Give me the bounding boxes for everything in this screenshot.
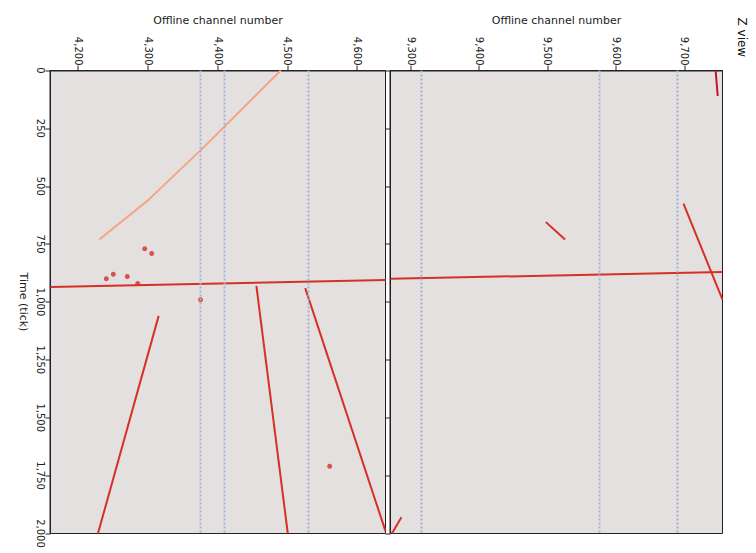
svg-text:4,200: 4,200: [72, 36, 83, 65]
svg-text:9,600: 9,600: [610, 36, 621, 65]
svg-text:Time (tick): Time (tick): [16, 271, 29, 331]
svg-text:9,500: 9,500: [542, 36, 553, 65]
svg-text:Offline channel number: Offline channel number: [153, 13, 283, 26]
svg-text:9,400: 9,400: [473, 36, 484, 65]
svg-text:1,750: 1,750: [35, 461, 46, 490]
svg-text:Z view: Z view: [734, 17, 748, 57]
svg-text:0: 0: [35, 67, 46, 73]
svg-text:Offline channel number: Offline channel number: [491, 13, 621, 26]
svg-text:9,300: 9,300: [405, 36, 416, 65]
svg-text:2,000: 2,000: [35, 519, 46, 548]
svg-text:4,300: 4,300: [142, 36, 153, 65]
svg-text:9,700: 9,700: [679, 36, 690, 65]
svg-text:500: 500: [35, 176, 46, 195]
svg-text:4,600: 4,600: [352, 36, 363, 65]
svg-text:1,000: 1,000: [35, 287, 46, 316]
svg-text:1,250: 1,250: [35, 345, 46, 374]
svg-text:4,400: 4,400: [212, 36, 223, 65]
svg-text:1,500: 1,500: [35, 403, 46, 432]
svg-text:750: 750: [35, 234, 46, 253]
svg-text:250: 250: [35, 118, 46, 137]
svg-text:4,500: 4,500: [282, 36, 293, 65]
